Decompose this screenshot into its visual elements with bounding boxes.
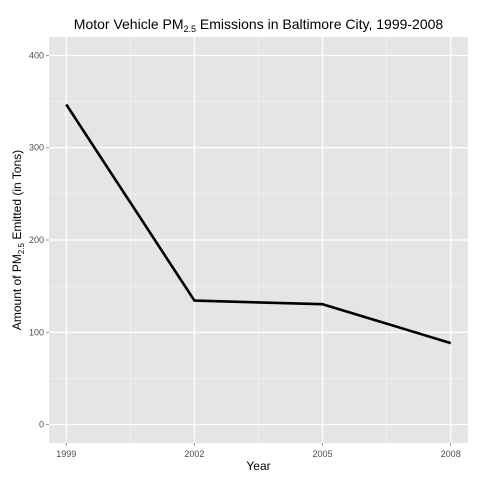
y-tick-label: 200 [29,235,44,245]
chart-title-prefix: Motor Vehicle PM [74,16,184,32]
y-tick-label: 100 [29,327,44,337]
y-tick-label: 0 [39,420,44,430]
y-axis-title-subscript: 2.5 [17,242,26,254]
x-tick-label: 2005 [313,449,333,459]
major-gridlines [49,37,468,443]
x-axis: 1999 2002 2005 2008 [56,443,461,459]
x-tick-label: 2008 [441,449,461,459]
y-axis-title: Amount of PM2.5 Emitted (in Tons) [10,150,26,330]
y-axis: 0 100 200 300 400 [29,50,49,430]
y-axis-title-suffix: Emitted (in Tons) [10,150,24,243]
chart-title: Motor Vehicle PM2.5 Emissions in Baltimo… [74,16,444,34]
y-tick-label: 300 [29,143,44,153]
series-layer [65,103,452,345]
series-line [65,103,452,345]
x-tick-label: 1999 [56,449,76,459]
chart-title-subscript: 2.5 [184,24,197,34]
x-tick-label: 2002 [184,449,204,459]
x-axis-title: Year [246,459,270,473]
y-tick-label: 400 [29,50,44,60]
y-axis-title-prefix: Amount of PM [10,254,24,330]
chart-title-suffix: Emissions in Baltimore City, 1999-2008 [196,16,443,32]
